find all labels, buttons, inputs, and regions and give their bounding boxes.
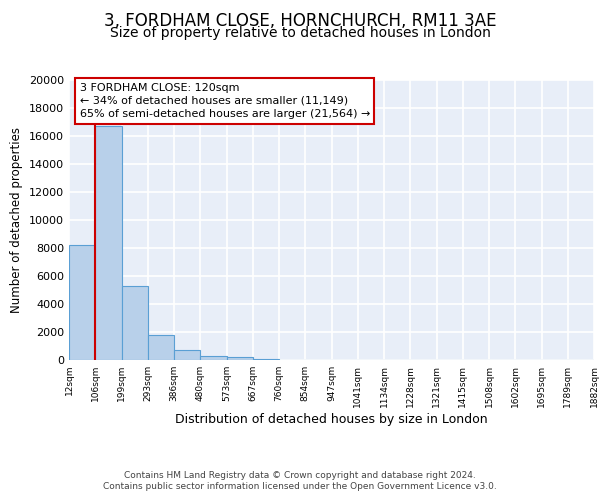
- Text: Size of property relative to detached houses in London: Size of property relative to detached ho…: [110, 26, 490, 40]
- Text: Contains public sector information licensed under the Open Government Licence v3: Contains public sector information licen…: [103, 482, 497, 491]
- Text: 3, FORDHAM CLOSE, HORNCHURCH, RM11 3AE: 3, FORDHAM CLOSE, HORNCHURCH, RM11 3AE: [104, 12, 496, 30]
- Bar: [69, 245, 95, 360]
- Bar: [200, 356, 227, 360]
- Bar: [95, 126, 121, 360]
- Text: 3 FORDHAM CLOSE: 120sqm
← 34% of detached houses are smaller (11,149)
65% of sem: 3 FORDHAM CLOSE: 120sqm ← 34% of detache…: [79, 83, 370, 119]
- Bar: [227, 356, 253, 360]
- X-axis label: Distribution of detached houses by size in London: Distribution of detached houses by size …: [175, 412, 488, 426]
- Bar: [174, 350, 200, 360]
- Text: Contains HM Land Registry data © Crown copyright and database right 2024.: Contains HM Land Registry data © Crown c…: [124, 471, 476, 480]
- Bar: [121, 286, 148, 360]
- Y-axis label: Number of detached properties: Number of detached properties: [10, 127, 23, 313]
- Bar: [148, 335, 174, 360]
